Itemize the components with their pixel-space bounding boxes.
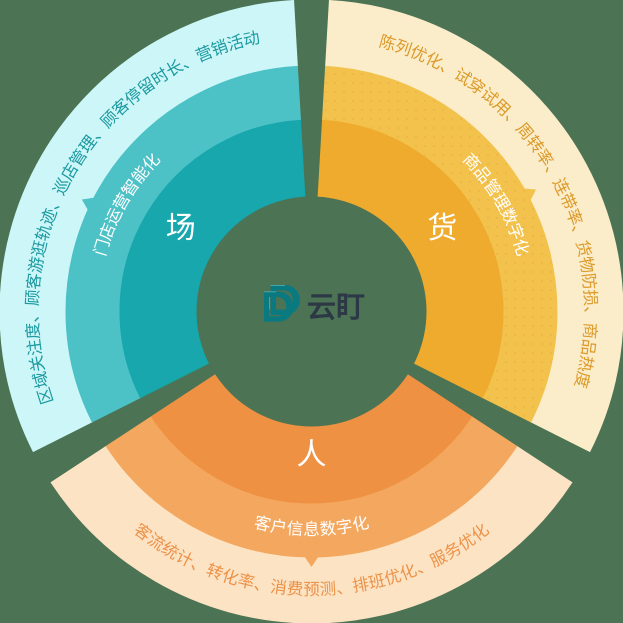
- svg-text:场: 场: [166, 212, 196, 245]
- svg-text:货: 货: [427, 212, 457, 245]
- svg-text:云盯: 云盯: [307, 292, 365, 324]
- svg-text:人: 人: [297, 439, 327, 472]
